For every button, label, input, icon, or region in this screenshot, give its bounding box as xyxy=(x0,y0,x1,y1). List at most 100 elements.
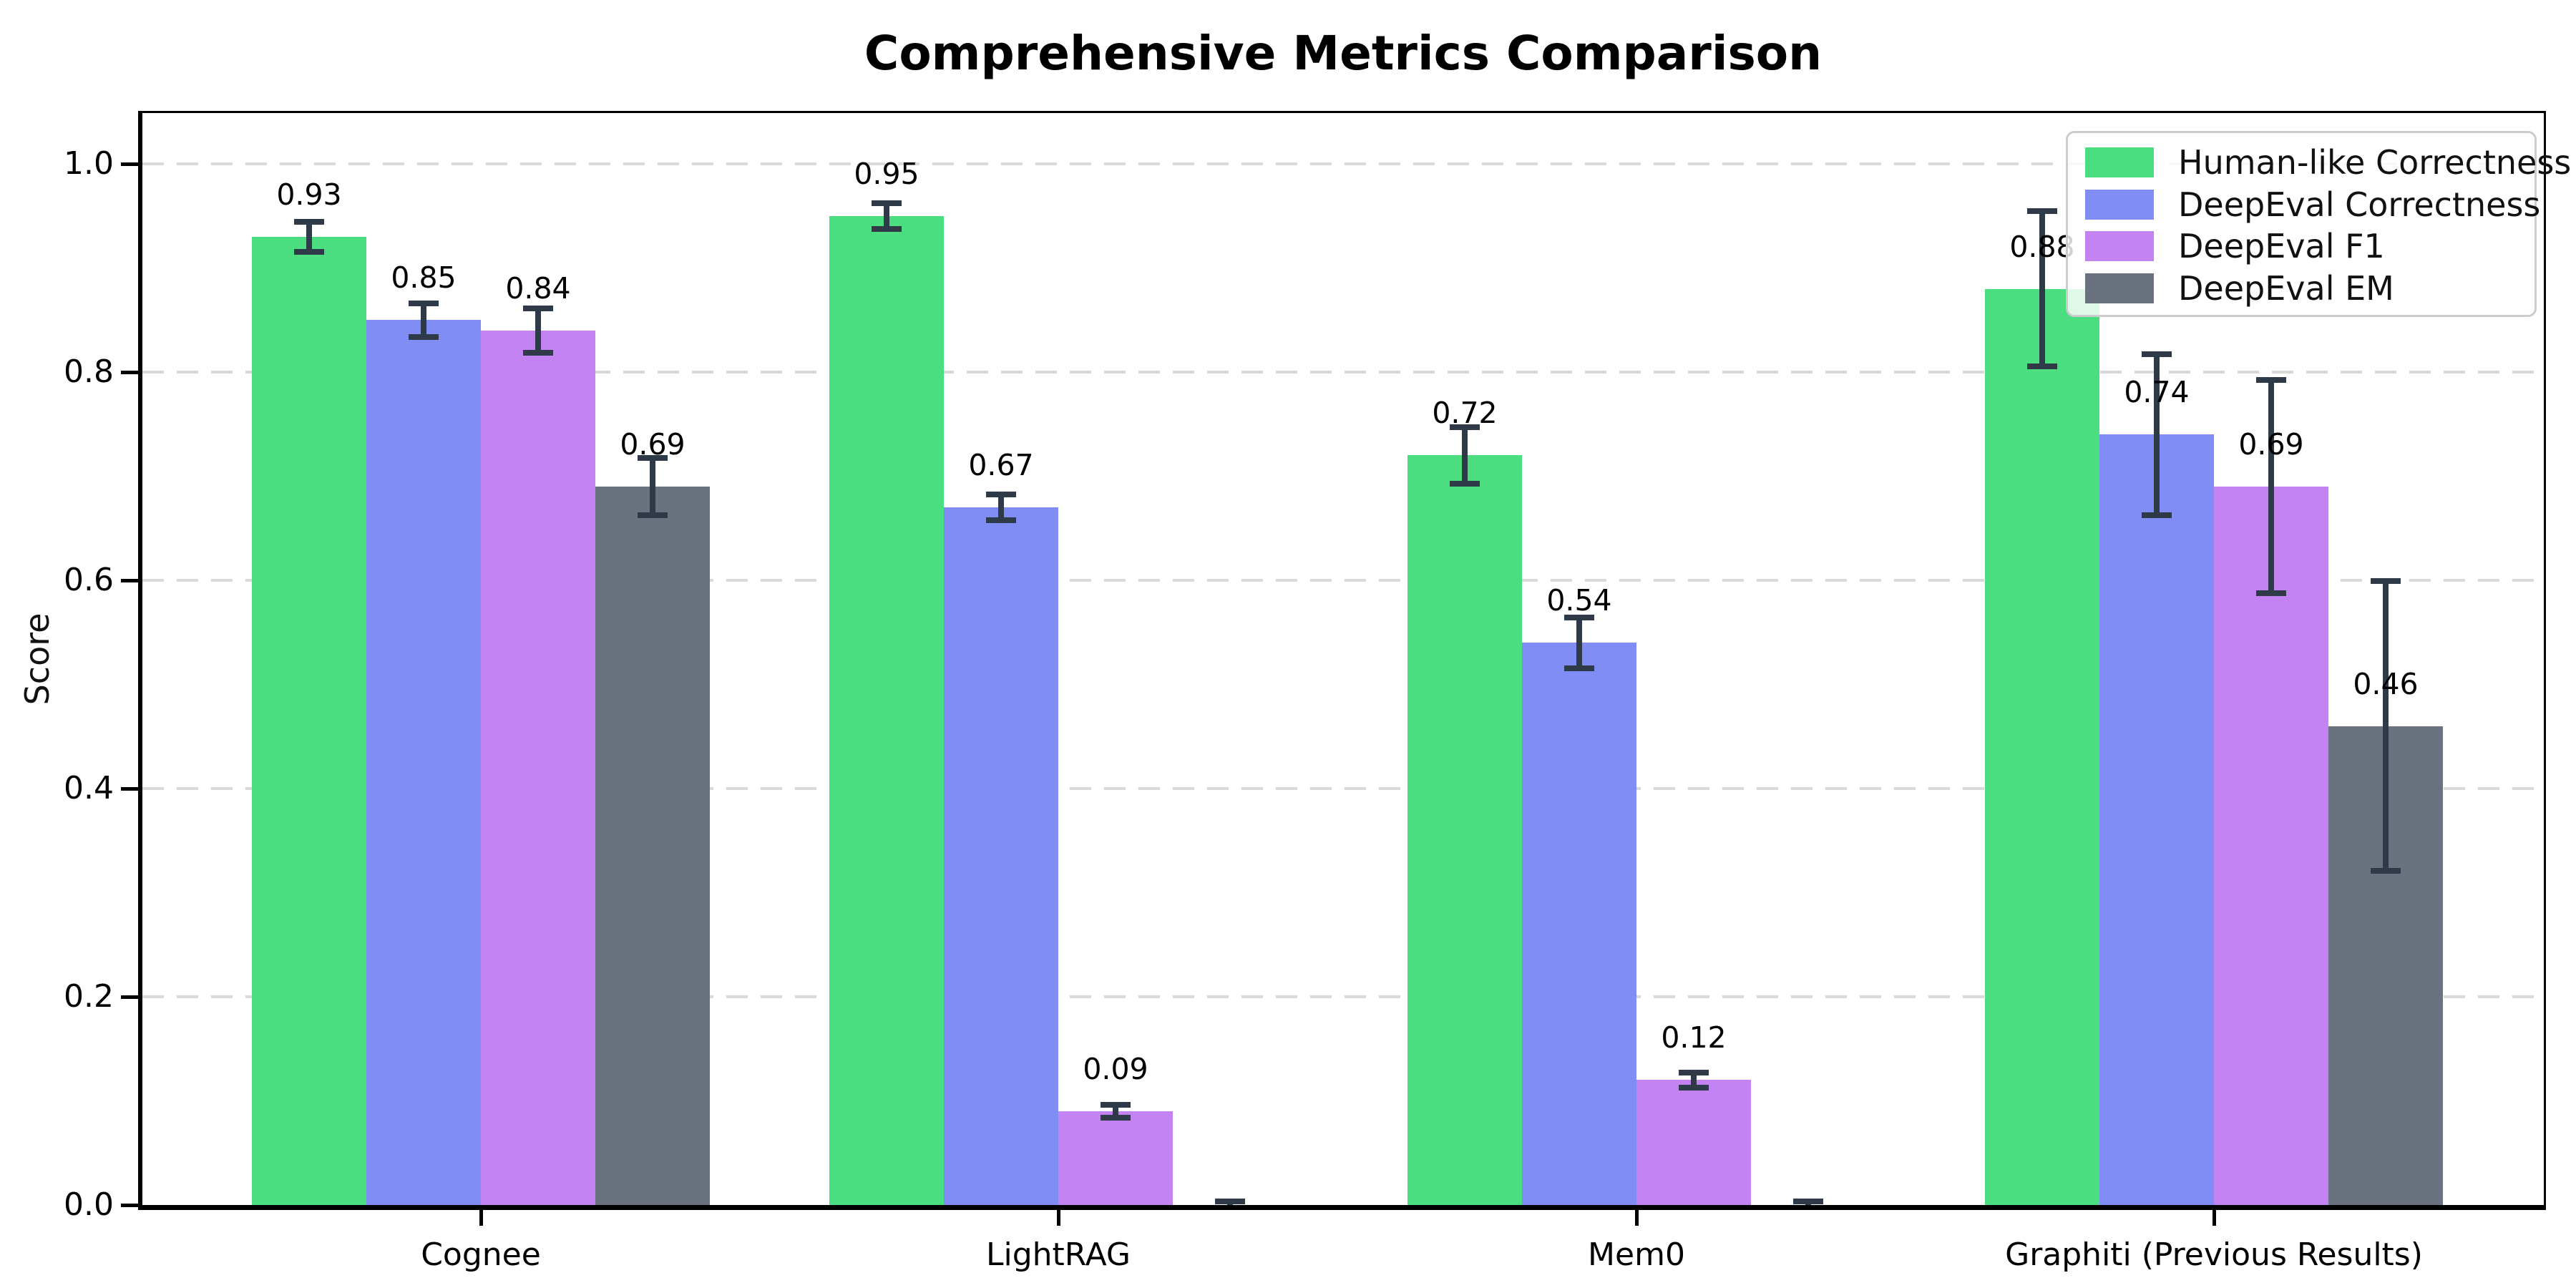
gridline-y-0.8 xyxy=(142,371,2544,374)
x-tick-label-0: Cognee xyxy=(421,1236,541,1273)
right-spine xyxy=(2544,113,2546,1205)
y-tick-label: 0.4 xyxy=(64,770,114,806)
bar-deepeval-correctness-2 xyxy=(1522,643,1636,1205)
legend-row: Human-like Correctness xyxy=(2085,142,2571,184)
bar-deepeval-f1-2 xyxy=(1636,1080,1751,1205)
legend-label: DeepEval Correctness xyxy=(2178,185,2541,224)
error-bar-cap-top xyxy=(1101,1101,1131,1108)
x-tick-mark xyxy=(1635,1210,1639,1226)
bar-value-label: 0.93 xyxy=(276,177,342,212)
error-bar-cap-bottom xyxy=(1101,1115,1131,1121)
error-bar-cap-top xyxy=(1679,1069,1709,1075)
gridline-y-0.4 xyxy=(142,787,2544,790)
error-bar-cap-top xyxy=(2371,578,2401,584)
error-bar xyxy=(306,221,312,253)
error-bar xyxy=(2039,210,2045,367)
error-bar-cap-top xyxy=(2256,377,2286,384)
bar-human-like-correctness-0 xyxy=(252,236,366,1205)
error-bar-cap-top xyxy=(294,219,324,225)
bar-value-label: 0.84 xyxy=(505,270,571,306)
y-tick-label: 0.2 xyxy=(64,978,114,1015)
error-bar-cap-bottom xyxy=(2256,590,2286,596)
y-tick-label: 0.6 xyxy=(64,562,114,598)
x-tick-label-2: Mem0 xyxy=(1588,1236,1685,1273)
gridline-y-0.2 xyxy=(142,995,2544,998)
error-bar-cap-bottom xyxy=(2371,868,2401,874)
y-tick-label: 0.8 xyxy=(64,353,114,390)
x-tick-label-3: Graphiti (Previous Results) xyxy=(2005,1236,2423,1273)
bar-deepeval-f1-1 xyxy=(1058,1111,1173,1205)
error-bar xyxy=(535,307,541,353)
y-tick-mark xyxy=(121,787,138,791)
legend-swatch-icon xyxy=(2085,231,2154,262)
error-bar xyxy=(2154,353,2160,516)
y-tick-mark xyxy=(121,995,138,999)
y-tick-label: 0.0 xyxy=(64,1186,114,1223)
error-bar-cap-bottom xyxy=(986,517,1016,524)
error-bar xyxy=(650,457,655,516)
error-bar-cap-bottom xyxy=(2142,512,2172,518)
bar-deepeval-f1-0 xyxy=(481,330,595,1205)
y-tick-mark xyxy=(121,579,138,582)
legend-swatch-icon xyxy=(2085,147,2154,178)
y-tick-mark xyxy=(121,1204,138,1207)
error-bar-cap-top xyxy=(638,455,668,462)
error-bar xyxy=(998,494,1004,522)
bar-value-label: 0.69 xyxy=(620,427,686,462)
error-bar xyxy=(1113,1103,1118,1119)
error-bar-cap-bottom xyxy=(638,512,668,518)
legend-swatch-icon xyxy=(2085,273,2154,303)
legend-row: DeepEval F1 xyxy=(2085,225,2520,268)
bar-deepeval-correctness-3 xyxy=(2099,434,2214,1205)
error-bar-cap-top xyxy=(2142,351,2172,357)
x-tick-mark xyxy=(2212,1210,2216,1226)
bar-human-like-correctness-1 xyxy=(829,215,944,1205)
error-bar xyxy=(2383,580,2389,872)
legend-label: DeepEval EM xyxy=(2178,268,2394,308)
error-bar-cap-bottom xyxy=(2027,363,2057,369)
error-bar-cap-top xyxy=(1450,424,1480,430)
y-tick-label: 1.0 xyxy=(64,145,114,182)
error-bar-cap-top xyxy=(986,492,1016,498)
bar-deepeval-correctness-1 xyxy=(944,507,1058,1205)
bar-deepeval-em-0 xyxy=(595,487,710,1205)
error-bar-cap-top xyxy=(1793,1199,1823,1205)
error-bar xyxy=(1462,426,1468,485)
error-bar-cap-top xyxy=(409,300,439,306)
x-tick-label-1: LightRAG xyxy=(985,1236,1131,1273)
y-tick-mark xyxy=(121,371,138,374)
bar-value-label: 0.54 xyxy=(1546,583,1612,618)
bar-human-like-correctness-3 xyxy=(1985,288,2099,1205)
bar-value-label: 0.69 xyxy=(2238,427,2304,462)
bar-deepeval-correctness-0 xyxy=(366,320,481,1205)
gridline-y-1 xyxy=(142,162,2544,165)
x-tick-mark xyxy=(479,1210,483,1226)
bar-value-label: 0.67 xyxy=(968,448,1034,483)
bar-human-like-correctness-2 xyxy=(1407,455,1522,1205)
error-bar-cap-bottom xyxy=(523,349,553,356)
error-bar xyxy=(884,202,889,230)
error-bar-cap-bottom xyxy=(409,333,439,340)
legend: Human-like Correctness DeepEval Correctne… xyxy=(2066,131,2571,317)
error-bar xyxy=(1691,1071,1697,1089)
legend-label: Human-like Correctness xyxy=(2178,143,2572,182)
chart-title: Comprehensive Metrics Comparison xyxy=(864,26,1823,81)
error-bar-cap-bottom xyxy=(872,225,902,232)
bar-value-label: 0.85 xyxy=(391,260,457,296)
bar-value-label: 0.74 xyxy=(2124,375,2190,410)
error-bar-cap-top xyxy=(872,200,902,206)
bar-value-label: 0.72 xyxy=(1432,396,1498,431)
x-axis-line xyxy=(138,1205,2546,1210)
bar-value-label: 0.12 xyxy=(1661,1020,1727,1055)
error-bar xyxy=(421,302,426,338)
legend-row: DeepEval Correctness xyxy=(2085,184,2540,226)
error-bar xyxy=(2268,379,2274,594)
bar-value-label: 0.88 xyxy=(2009,229,2075,264)
y-axis-line xyxy=(138,113,142,1209)
error-bar-cap-bottom xyxy=(1450,481,1480,487)
y-tick-mark xyxy=(121,162,138,166)
bar-deepeval-f1-3 xyxy=(2214,487,2328,1205)
legend-row: DeepEval EM xyxy=(2085,268,2520,310)
